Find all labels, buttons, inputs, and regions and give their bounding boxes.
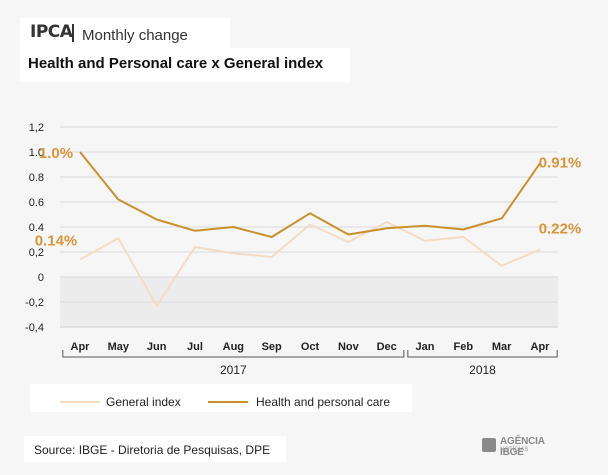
source-note: Source: IBGE - Diretoria de Pesquisas, D… [34,443,271,457]
year-bracket [407,350,558,358]
x-tick-label: Sep [262,341,282,353]
legend [30,384,412,412]
x-tick-label: Aug [223,341,244,353]
x-tick-label: Jul [187,341,203,353]
data-label: 0.14% [35,233,78,250]
y-tick-label: 0.6 [29,197,44,209]
brand-divider [72,24,74,42]
chart-subtitle: Monthly change [82,27,188,44]
year-label: 2017 [220,363,247,377]
x-tick-label: Apr [531,341,551,353]
data-annotations: 1.0% 0.14% 0.91% 0.22% [35,145,582,250]
x-tick-label: Nov [338,341,360,353]
x-tick-label: Jan [416,341,435,353]
y-tick-label: 0.8 [29,172,44,184]
x-axis: Apr May Jun Jul Aug Sep Oct Nov Dec Jan Feb Mar Apr 2… [60,326,558,377]
x-tick-label: Dec [377,341,397,353]
y-tick-label: 0.4 [29,222,44,234]
data-label: 0.91% [539,154,582,171]
series-line-general-index [79,221,541,307]
x-tick-label: Oct [301,341,320,353]
x-tick-label: Apr [71,341,91,353]
title-box [20,48,350,82]
legend-label-health-personal-care: Health and personal care [256,395,391,409]
data-label: 0.22% [539,221,582,238]
x-tick-label: Jun [147,341,167,353]
header-box [20,18,230,48]
y-tick-label: 0 [38,272,44,284]
y-tick-label: 1,2 [29,122,44,134]
series-line-health-personal-care [79,151,541,238]
legend-label-general-index: General index [106,395,181,409]
x-tick-label: Feb [454,341,474,353]
y-tick-label: -0,4 [25,322,44,334]
agencia-ibge-logo: AGÊNCIA IBGE NOTÍCIAS [482,434,562,458]
logo-sub: NOTÍCIAS [500,447,529,453]
x-tick-label: May [108,341,130,353]
ibge-logo-icon [482,438,496,452]
legend-swatch-general-index [60,401,100,403]
year-bracket [62,350,405,358]
source-box [24,436,286,462]
brand-label: IPCA [30,22,73,42]
year-label: 2018 [469,363,496,377]
logo-name: AGÊNCIA IBGE [500,436,545,458]
data-label: 1.0% [39,145,73,162]
y-tick-label: -0,2 [25,297,44,309]
y-axis-ticks: 1,2 1.0 0.8 0.6 0.4 0,2 0 -0,2 -0,4 [25,122,44,334]
chart-title: Health and Personal care x General index [28,55,324,72]
x-tick-label: Mar [492,341,512,353]
y-tick-label: 1.0 [29,147,44,159]
y-tick-label: 0,2 [29,247,44,259]
legend-swatch-health-personal-care [208,401,248,403]
